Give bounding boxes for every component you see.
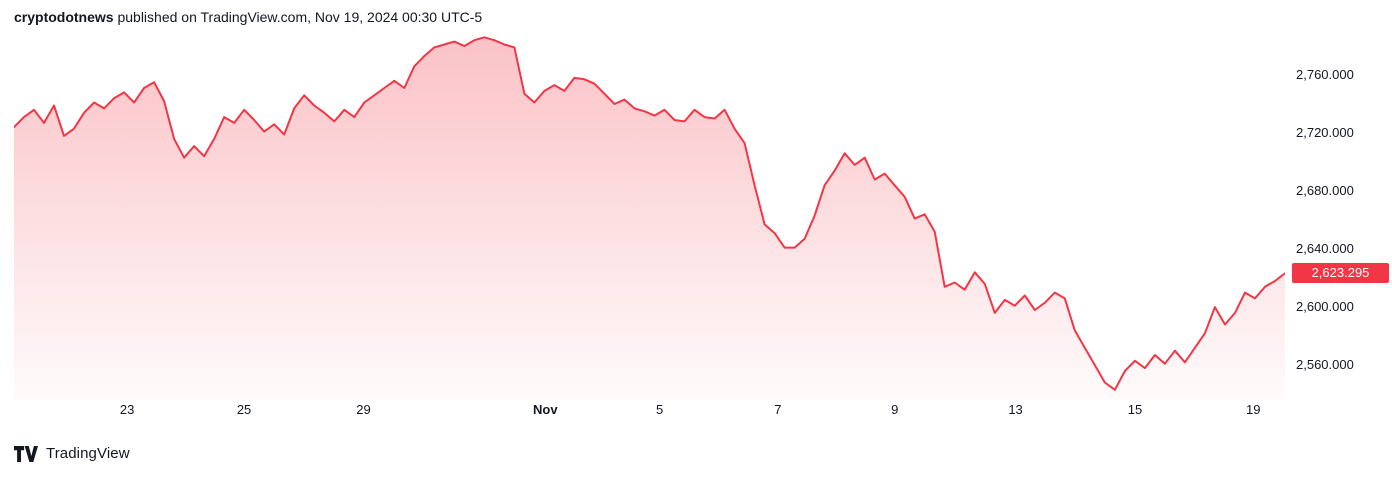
price-tick-label: 2,720.000 [1296,125,1354,141]
footer-attribution: TradingView [14,445,130,462]
price-tick-label: 2,560.000 [1296,357,1354,373]
attribution-text: cryptodotnews published on TradingView.c… [14,8,482,26]
tradingview-brand-text[interactable]: TradingView [46,445,130,462]
last-price-badge: 2,623.295 [1292,263,1389,284]
time-scale[interactable]: 23 25 29 Nov 5 7 9 13 15 19 [14,402,1285,422]
chart-pane[interactable] [14,30,1285,400]
price-scale[interactable]: 2,760.000 2,720.000 2,680.000 2,640.000 2,60… [1292,0,1392,478]
time-tick-label: 7 [774,402,782,417]
time-tick-label: 29 [356,402,371,417]
time-tick-label: 25 [236,402,252,417]
price-tick-label: 2,760.000 [1296,66,1354,82]
price-area-chart [14,36,1285,400]
price-tick-label: 2,680.000 [1296,183,1354,199]
time-tick-label: 13 [1008,402,1023,417]
attribution-author: cryptodotnews [14,9,114,25]
time-tick-label: 19 [1245,402,1261,417]
time-tick-label: 15 [1127,402,1143,417]
tradingview-logo-icon[interactable] [14,445,38,462]
time-tick-label: 5 [656,402,664,417]
price-tick-label: 2,600.000 [1296,299,1354,315]
area-fill [14,37,1285,400]
time-tick-label: Nov [532,402,558,417]
time-tick-label: 23 [119,402,135,417]
attribution-details: published on TradingView.com, Nov 19, 20… [113,9,483,25]
price-tick-label: 2,640.000 [1296,241,1354,257]
price-line [14,36,1285,391]
time-tick-label: 9 [891,402,899,417]
